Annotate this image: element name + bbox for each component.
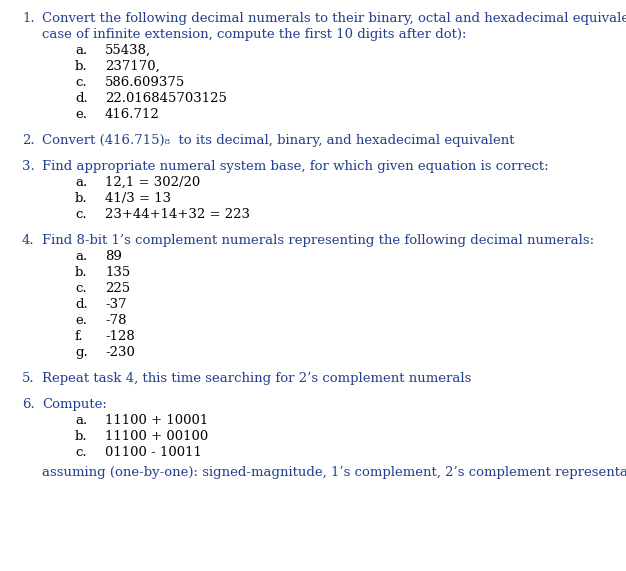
- Text: a.: a.: [75, 44, 87, 57]
- Text: 11100 + 10001: 11100 + 10001: [105, 414, 208, 427]
- Text: 237170,: 237170,: [105, 60, 160, 73]
- Text: 55438,: 55438,: [105, 44, 151, 57]
- Text: -230: -230: [105, 346, 135, 359]
- Text: 135: 135: [105, 266, 130, 279]
- Text: -37: -37: [105, 298, 126, 311]
- Text: 41/3 = 13: 41/3 = 13: [105, 192, 171, 205]
- Text: 11100 + 00100: 11100 + 00100: [105, 430, 208, 443]
- Text: 23+44+14+32 = 223: 23+44+14+32 = 223: [105, 208, 250, 221]
- Text: 3.: 3.: [22, 160, 35, 173]
- Text: Convert (416.715)₈  to its decimal, binary, and hexadecimal equivalent: Convert (416.715)₈ to its decimal, binar…: [42, 134, 515, 147]
- Text: 6.: 6.: [22, 398, 35, 411]
- Text: c.: c.: [75, 282, 86, 295]
- Text: b.: b.: [75, 266, 88, 279]
- Text: Find appropriate numeral system base, for which given equation is correct:: Find appropriate numeral system base, fo…: [42, 160, 548, 173]
- Text: -78: -78: [105, 314, 126, 327]
- Text: b.: b.: [75, 60, 88, 73]
- Text: a.: a.: [75, 176, 87, 189]
- Text: 2.: 2.: [22, 134, 34, 147]
- Text: Repeat task 4, this time searching for 2’s complement numerals: Repeat task 4, this time searching for 2…: [42, 372, 471, 385]
- Text: d.: d.: [75, 298, 88, 311]
- Text: e.: e.: [75, 108, 87, 121]
- Text: 89: 89: [105, 250, 122, 263]
- Text: 1.: 1.: [22, 12, 34, 25]
- Text: Convert the following decimal numerals to their binary, octal and hexadecimal eq: Convert the following decimal numerals t…: [42, 12, 626, 25]
- Text: c.: c.: [75, 208, 86, 221]
- Text: a.: a.: [75, 250, 87, 263]
- Text: a.: a.: [75, 414, 87, 427]
- Text: 22.016845703125: 22.016845703125: [105, 92, 227, 105]
- Text: 5.: 5.: [22, 372, 34, 385]
- Text: g.: g.: [75, 346, 88, 359]
- Text: Compute:: Compute:: [42, 398, 107, 411]
- Text: c.: c.: [75, 76, 86, 89]
- Text: b.: b.: [75, 430, 88, 443]
- Text: case of infinite extension, compute the first 10 digits after dot):: case of infinite extension, compute the …: [42, 28, 466, 41]
- Text: d.: d.: [75, 92, 88, 105]
- Text: 416.712: 416.712: [105, 108, 160, 121]
- Text: 12,1 = 302/20: 12,1 = 302/20: [105, 176, 200, 189]
- Text: -128: -128: [105, 330, 135, 343]
- Text: c.: c.: [75, 446, 86, 459]
- Text: 4.: 4.: [22, 234, 34, 247]
- Text: assuming (one-by-one): signed-magnitude, 1’s complement, 2’s complement represen: assuming (one-by-one): signed-magnitude,…: [42, 466, 626, 479]
- Text: 225: 225: [105, 282, 130, 295]
- Text: Find 8-bit 1’s complement numerals representing the following decimal numerals:: Find 8-bit 1’s complement numerals repre…: [42, 234, 594, 247]
- Text: f.: f.: [75, 330, 84, 343]
- Text: e.: e.: [75, 314, 87, 327]
- Text: b.: b.: [75, 192, 88, 205]
- Text: 01100 - 10011: 01100 - 10011: [105, 446, 202, 459]
- Text: 586.609375: 586.609375: [105, 76, 185, 89]
